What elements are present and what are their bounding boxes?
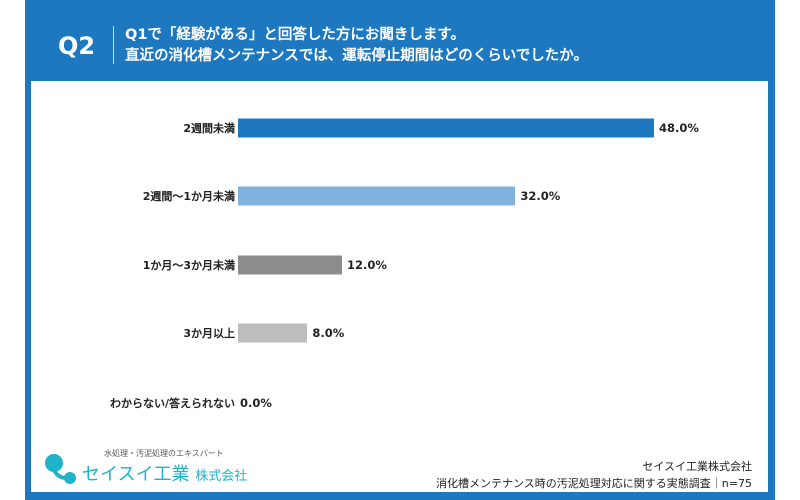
logo-company: セイスイ工業 — [82, 464, 190, 485]
category-label: 2週間〜1か月未満 — [142, 190, 235, 203]
credit: セイスイ工業株式会社 消化槽メンテナンス時の汚泥処理対応に関する実態調査｜n=7… — [436, 458, 752, 492]
bar — [238, 255, 342, 275]
bar — [238, 186, 516, 206]
credit-survey: 消化槽メンテナンス時の汚泥処理対応に関する実態調査｜n=75 — [436, 477, 752, 490]
chart-panel — [31, 81, 768, 492]
category-label: 3か月以上 — [183, 327, 235, 340]
credit-company: セイスイ工業株式会社 — [642, 460, 752, 473]
logo-tagline: 水処理・汚泥処理のエキスパート — [104, 449, 224, 458]
category-label: 1か月〜3か月未満 — [142, 259, 235, 272]
bar — [238, 118, 654, 138]
value-label: 32.0% — [520, 189, 561, 203]
logo-suffix: 株式会社 — [195, 469, 248, 484]
question-line-2: 直近の消化槽メンテナンスでは、運転停止期間はどのくらいでしたか。 — [125, 48, 588, 64]
category-label: 2週間未満 — [183, 122, 235, 135]
question-number: Q2 — [58, 32, 96, 60]
droplet-logo-icon — [45, 454, 76, 484]
question-line-1: Q1で「経験がある」と回答した方にお聞きします。 — [125, 27, 465, 43]
value-label: 12.0% — [347, 258, 387, 272]
value-label: 8.0% — [312, 326, 345, 340]
question-text: Q1で「経験がある」と回答した方にお聞きします。 直近の消化槽メンテナンスでは、… — [125, 25, 588, 67]
value-label: 48.0% — [659, 121, 699, 135]
bar — [238, 323, 308, 343]
value-label: 0.0% — [240, 396, 272, 410]
category-label: わからない/答えられない — [109, 397, 235, 410]
logo-name: セイスイ工業 株式会社 — [82, 460, 247, 486]
divider — [113, 26, 114, 64]
